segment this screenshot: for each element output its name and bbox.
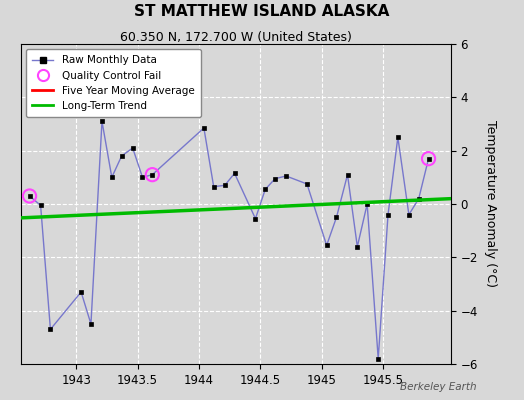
Point [424,156,433,162]
Text: Berkeley Earth: Berkeley Earth [400,382,477,392]
Y-axis label: Temperature Anomaly (°C): Temperature Anomaly (°C) [484,120,497,288]
Point [148,172,157,178]
Title: 60.350 N, 172.700 W (United States): 60.350 N, 172.700 W (United States) [120,31,352,44]
Legend: Raw Monthly Data, Quality Control Fail, Five Year Moving Average, Long-Term Tren: Raw Monthly Data, Quality Control Fail, … [26,49,201,117]
Point [25,193,34,199]
Text: ST MATTHEW ISLAND ALASKA: ST MATTHEW ISLAND ALASKA [134,4,390,19]
